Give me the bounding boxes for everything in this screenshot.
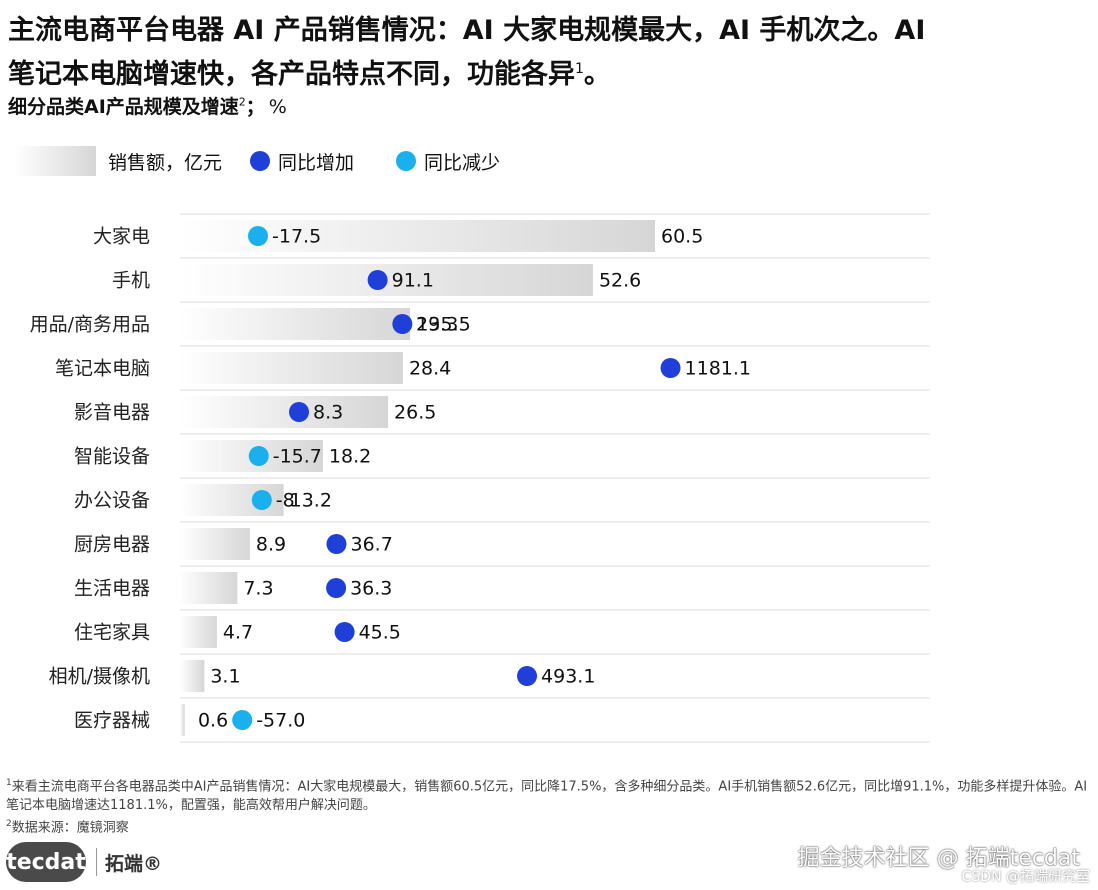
growth-value-label: 45.5 <box>359 622 401 644</box>
sales-bar <box>180 572 238 604</box>
growth-value-label: -57.0 <box>256 710 305 732</box>
category-label: 相机/摄像机 <box>49 666 150 688</box>
watermark-juejin: 掘金技术社区 @ 拓端tecdat <box>797 846 1080 871</box>
logo-badge: tecdat <box>6 842 86 882</box>
category-label: 笔记本电脑 <box>55 358 150 380</box>
footnotes: 1来看主流电商平台各电器品类中AI产品销售情况：AI大家电规模最大，销售额60.… <box>6 774 1091 838</box>
bar-chart: 大家电手机用品/商务用品笔记本电脑影音电器智能设备办公设备厨房电器生活电器住宅家… <box>30 213 930 743</box>
brand-logo: tecdat 拓端® <box>6 840 162 884</box>
growth-dot <box>367 270 388 290</box>
sales-bar <box>180 352 403 384</box>
growth-value-label: 36.7 <box>350 534 392 556</box>
sales-value-label: 8.9 <box>256 534 286 556</box>
growth-dot <box>392 314 413 334</box>
category-label: 手机 <box>112 270 150 292</box>
growth-dot <box>326 534 347 554</box>
growth-dot <box>334 622 355 642</box>
sales-bar <box>180 396 389 428</box>
unit-label: % <box>268 96 287 118</box>
sales-bar <box>180 616 217 648</box>
category-label: 厨房电器 <box>74 534 150 556</box>
category-label: 办公设备 <box>74 490 150 512</box>
growth-value-label: 1181.1 <box>685 358 751 380</box>
legend-increase-label: 同比增加 <box>278 151 355 174</box>
sales-value-label: 13.2 <box>290 490 332 512</box>
chart-subtitle: 细分品类AI产品规模及增速2；% <box>8 95 287 118</box>
title-line-1: 主流电商平台电器 AI 产品销售情况：AI 大家电规模最大，AI 手机次之。AI <box>8 15 926 46</box>
growth-value-label: 135.5 <box>416 314 470 336</box>
category-label: 医疗器械 <box>74 710 150 732</box>
growth-dot <box>660 358 681 378</box>
sales-value-label: 0.6 <box>198 710 228 732</box>
increase-dot-icon <box>250 151 270 171</box>
title-line-2: 笔记本电脑增速快，各产品特点不同，功能各异1。 <box>8 59 611 90</box>
growth-value-label: 493.1 <box>541 666 595 688</box>
category-label: 大家电 <box>93 226 150 248</box>
sales-bar <box>180 660 205 692</box>
sales-bar <box>180 308 411 340</box>
logo-cn-text: 拓端® <box>105 852 163 875</box>
growth-value-label: -8 <box>276 490 295 512</box>
growth-value-label: -15.7 <box>273 446 322 468</box>
sales-bar <box>180 528 250 560</box>
decrease-dot-icon <box>396 151 416 171</box>
legend-bar-swatch <box>14 146 96 176</box>
growth-value-label: 91.1 <box>392 270 434 292</box>
growth-dot <box>232 710 253 730</box>
growth-dot <box>326 578 347 598</box>
legend-decrease-label: 同比减少 <box>424 151 501 174</box>
sales-value-label: 60.5 <box>661 226 703 248</box>
legend-sales: 销售额，亿元 <box>14 146 222 176</box>
growth-value-label: 36.3 <box>350 578 392 600</box>
category-label: 住宅家具 <box>74 622 150 644</box>
sales-value-label: 26.5 <box>394 402 436 424</box>
legend-increase: 同比增加 <box>250 146 354 176</box>
growth-dot <box>248 446 269 466</box>
sales-value-label: 29.3 <box>416 314 458 336</box>
category-label: 影音电器 <box>74 402 150 424</box>
category-label: 生活电器 <box>74 578 150 600</box>
growth-dot <box>288 402 309 422</box>
sales-bar <box>180 704 185 736</box>
growth-dot <box>248 226 268 246</box>
footnote-2: 2数据来源：魔镜洞察 <box>6 819 129 836</box>
category-label: 用品/商务用品 <box>30 314 150 336</box>
watermark-csdn: CSDN @拓端研究室 <box>961 869 1090 885</box>
sales-value-label: 52.6 <box>599 270 641 292</box>
sales-value-label: 18.2 <box>329 446 371 468</box>
sales-value-label: 4.7 <box>223 622 253 644</box>
sales-value-label: 28.4 <box>409 358 451 380</box>
growth-dot <box>517 666 538 686</box>
sales-value-label: 3.1 <box>210 666 240 688</box>
sales-value-label: 7.3 <box>243 578 273 600</box>
logo-divider <box>96 848 97 876</box>
legend-sales-label: 销售额，亿元 <box>108 151 223 174</box>
chart-title: 主流电商平台电器 AI 产品销售情况：AI 大家电规模最大，AI 手机次之。AI… <box>8 12 1093 94</box>
footnote-1: 1来看主流电商平台各电器品类中AI产品销售情况：AI大家电规模最大，销售额60.… <box>6 778 1088 814</box>
category-label: 智能设备 <box>74 446 150 468</box>
growth-value-label: -17.5 <box>272 226 321 248</box>
growth-dot <box>251 490 272 510</box>
growth-value-label: 8.3 <box>313 402 343 424</box>
legend-decrease: 同比减少 <box>396 146 500 176</box>
